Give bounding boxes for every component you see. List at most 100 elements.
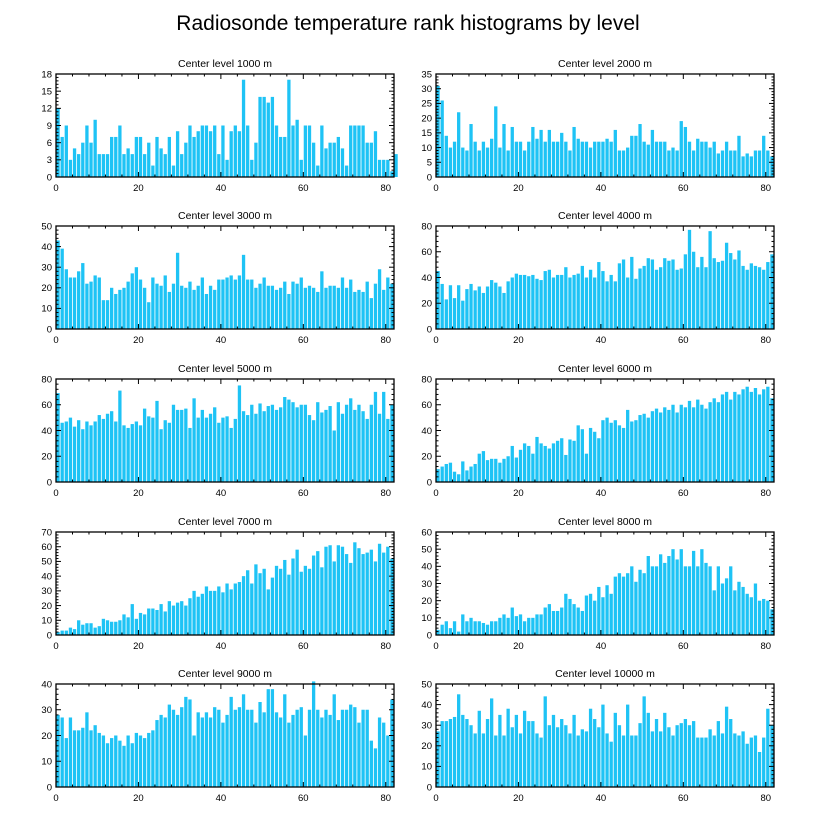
bar [241, 254, 246, 329]
bar [724, 242, 729, 329]
bar [89, 142, 93, 177]
bar [490, 280, 494, 329]
y-tick-label: 0 [47, 324, 52, 335]
y-tick-label: 0 [47, 630, 52, 641]
bar [564, 593, 568, 635]
bar [68, 417, 73, 483]
bar [147, 302, 151, 329]
bar [766, 600, 770, 635]
bar [56, 632, 60, 635]
bar [531, 617, 535, 635]
bar [349, 279, 353, 329]
bar [716, 721, 720, 787]
bar [687, 725, 692, 787]
bar [506, 617, 510, 635]
bar-series [56, 542, 394, 635]
bar [704, 267, 708, 329]
bar [246, 279, 250, 329]
bar [68, 277, 73, 329]
bar [295, 709, 299, 787]
x-tick-label: 60 [298, 793, 309, 804]
bar [175, 602, 180, 635]
bar [344, 404, 349, 482]
bar [626, 409, 630, 482]
bar [316, 402, 320, 482]
bar [737, 394, 741, 482]
bar [274, 125, 279, 177]
bar [353, 542, 357, 635]
x-tick-label: 0 [53, 641, 58, 652]
bar [551, 610, 556, 635]
bar [527, 141, 531, 177]
bar [522, 274, 527, 329]
bar [646, 144, 650, 177]
bar [320, 271, 324, 329]
bar [163, 275, 167, 329]
bar [745, 386, 749, 482]
bar [659, 141, 663, 177]
bar [118, 125, 122, 177]
bar [584, 141, 589, 177]
y-tick-label: 25 [421, 99, 432, 110]
bar [262, 411, 266, 482]
bar [605, 281, 609, 329]
bar [118, 620, 122, 635]
bar [147, 142, 151, 177]
y-tick-label: 20 [421, 113, 432, 124]
bar [262, 712, 266, 787]
bar [724, 141, 729, 177]
bar [250, 159, 254, 177]
panel-title: Center level 9000 m [178, 668, 272, 680]
bar [436, 271, 440, 329]
bar [436, 469, 440, 483]
bar [184, 287, 188, 329]
bar [77, 420, 81, 482]
bar [708, 566, 712, 635]
bar [114, 293, 118, 329]
bar-series [436, 549, 774, 635]
bar [299, 707, 303, 787]
panel-title: Center level 6000 m [558, 363, 652, 375]
bar [696, 138, 700, 177]
bar [77, 271, 81, 329]
bar [349, 562, 353, 635]
bar [659, 267, 663, 329]
bar [332, 561, 336, 635]
bar [340, 546, 345, 635]
bar [626, 573, 630, 635]
bar [716, 566, 720, 635]
bar [522, 150, 527, 177]
y-tick-label: 5 [427, 158, 432, 169]
y-tick-label: 80 [421, 221, 432, 232]
x-tick-label: 20 [513, 183, 524, 194]
bar [510, 277, 514, 329]
bar [151, 165, 155, 177]
bar [184, 605, 188, 635]
bar [192, 398, 196, 482]
bar [737, 581, 741, 635]
bar [188, 598, 192, 635]
y-tick-label: 70 [41, 527, 52, 538]
bar [204, 712, 209, 787]
bar [130, 154, 134, 177]
bar [555, 141, 560, 177]
bar [110, 287, 114, 329]
bar [766, 708, 770, 787]
bar [369, 404, 373, 482]
bar [749, 156, 753, 177]
bar [85, 623, 89, 635]
bar [336, 287, 340, 329]
bar [757, 600, 762, 635]
bar [576, 425, 580, 482]
x-tick-label: 0 [53, 335, 58, 346]
x-tick-label: 20 [133, 183, 144, 194]
bar [225, 277, 229, 329]
y-tick-label: 80 [41, 374, 52, 385]
bar [213, 125, 217, 177]
y-tick-label: 40 [421, 562, 432, 573]
y-tick-label: 60 [421, 400, 432, 411]
y-tick-label: 6 [47, 138, 52, 149]
bar [762, 135, 766, 177]
bar [64, 269, 68, 329]
